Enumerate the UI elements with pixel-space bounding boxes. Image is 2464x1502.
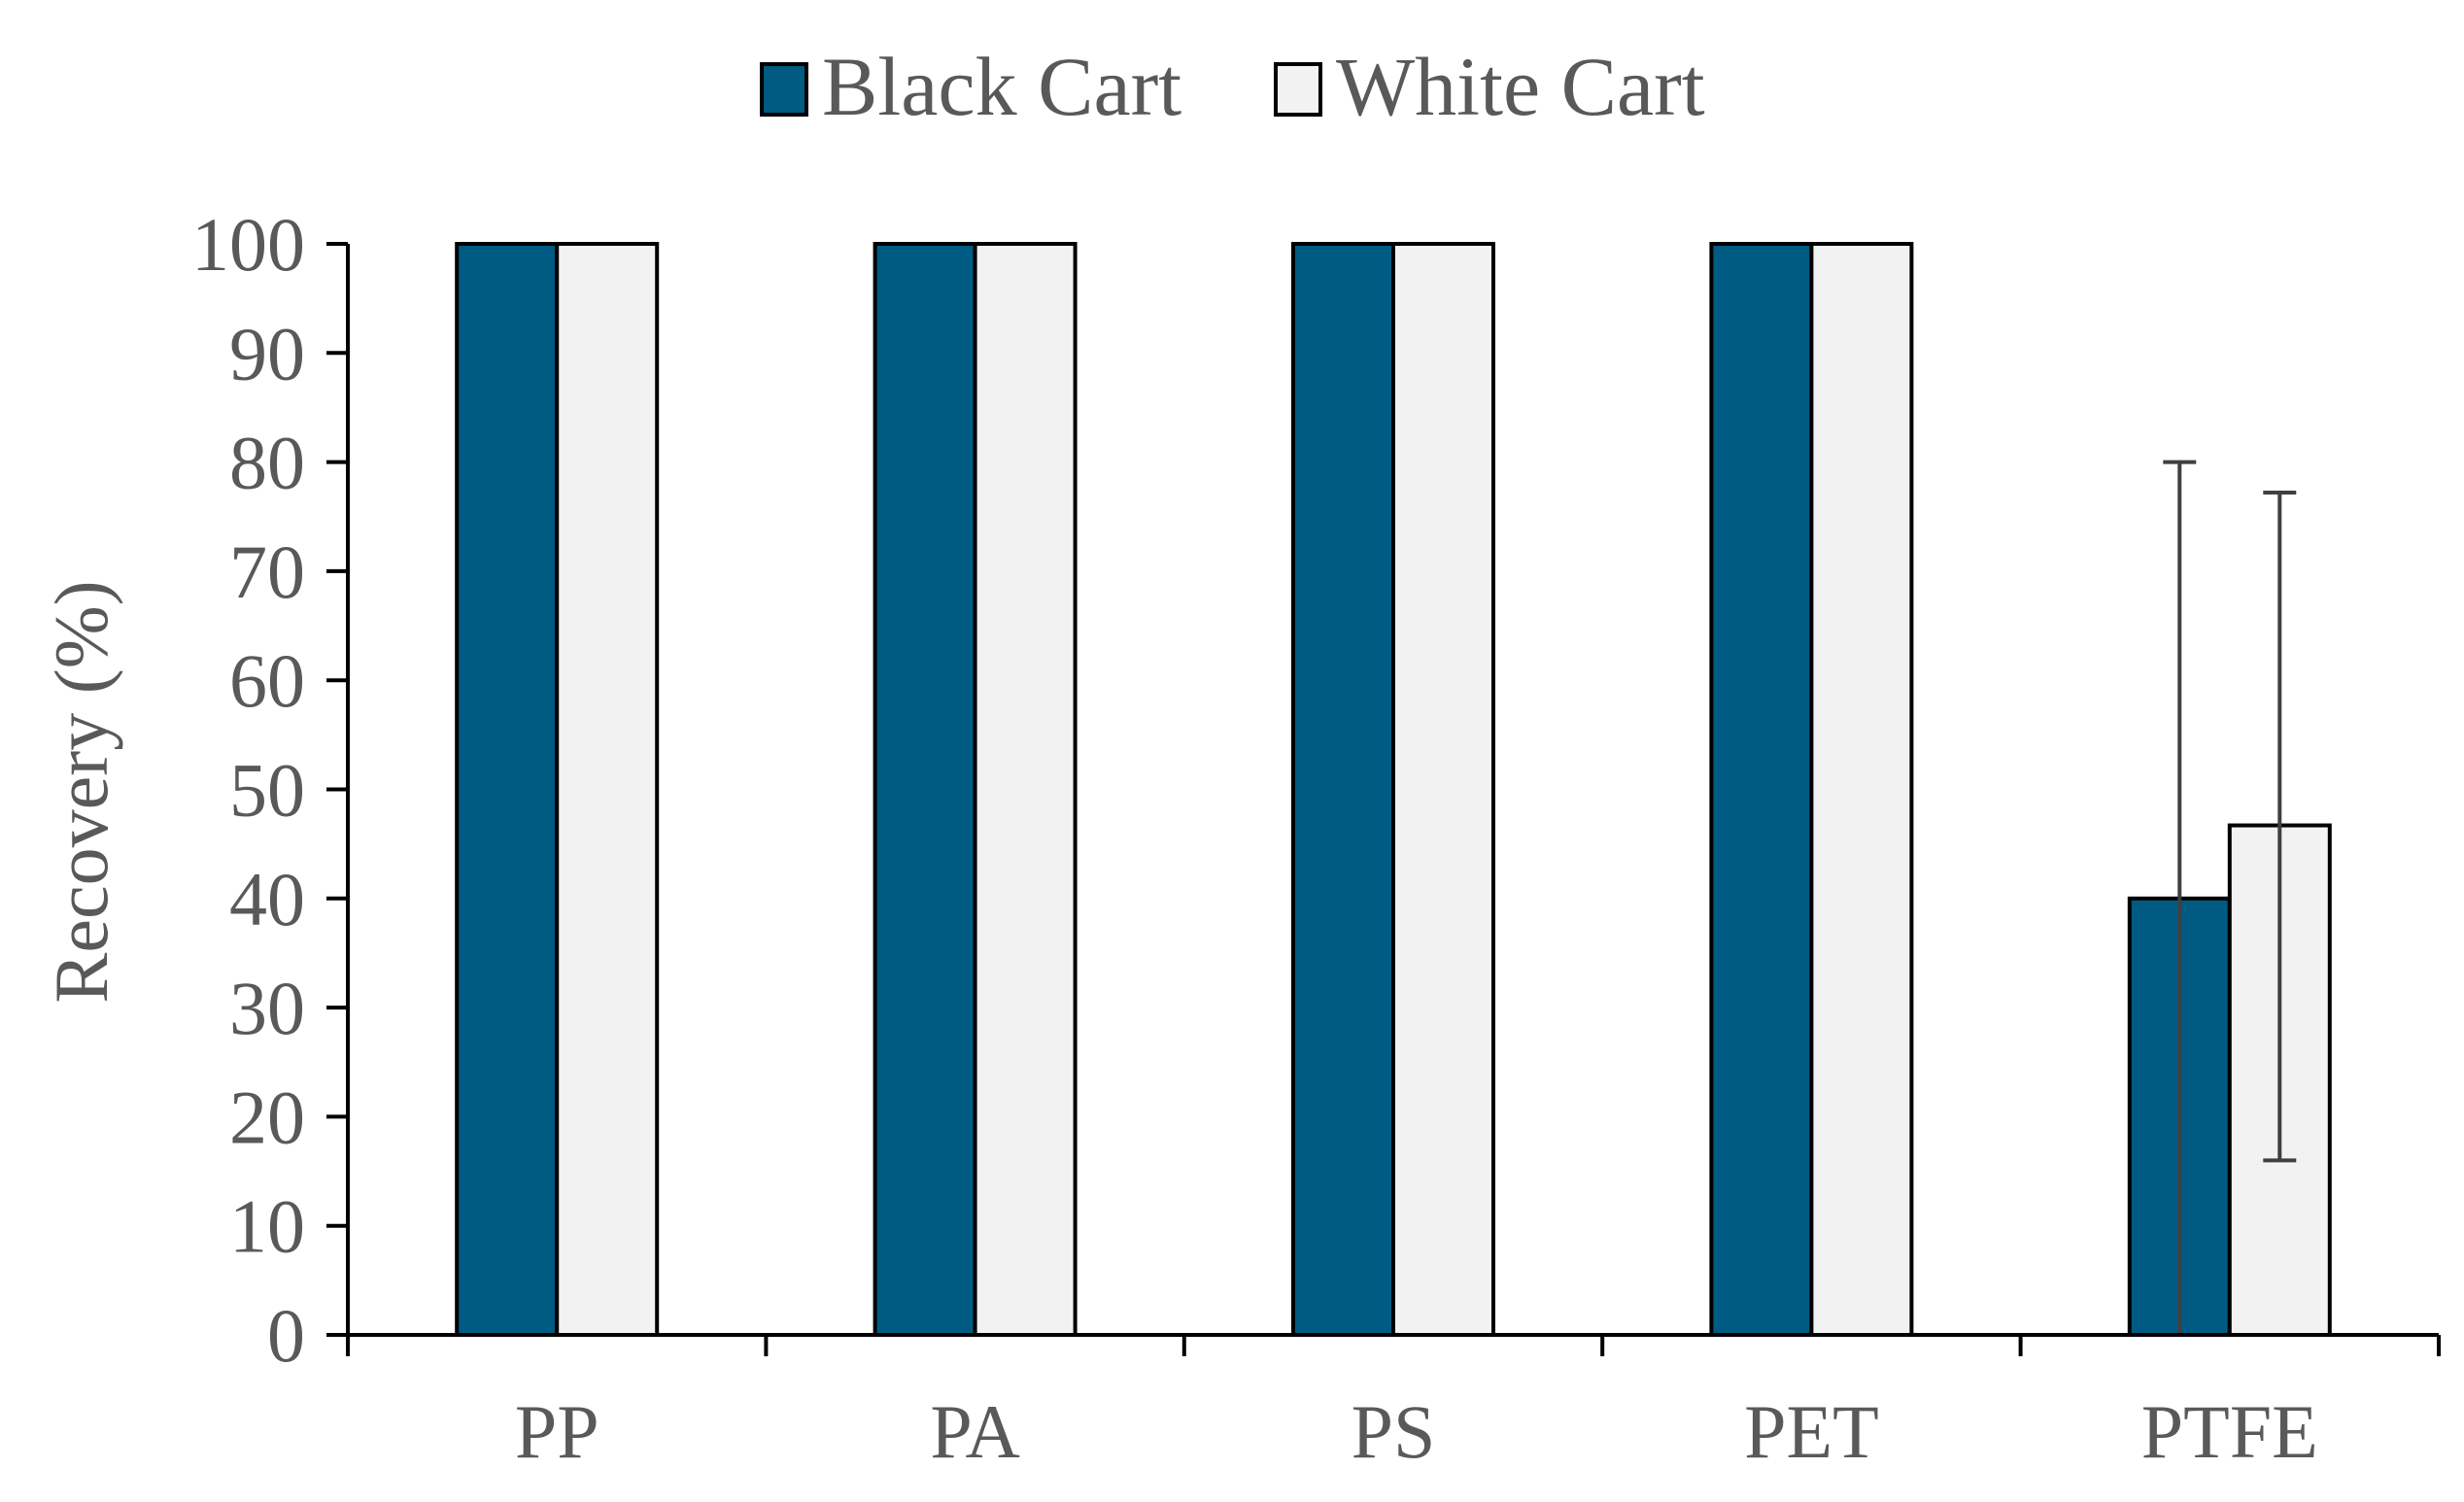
bar-black-cart-pet [1709, 242, 1814, 1337]
x-category-label: PP [515, 1389, 599, 1474]
error-bars [2163, 460, 2297, 1335]
x-category-label: PA [930, 1389, 1020, 1474]
x-category-label: PS [1352, 1389, 1436, 1474]
y-tick-label: 70 [229, 529, 305, 614]
y-tick-label: 0 [267, 1293, 305, 1378]
bar-black-cart-pa [873, 242, 977, 1337]
y-tick-label: 100 [191, 202, 305, 287]
bar-white-cart-ps [1391, 242, 1495, 1337]
legend-label: White Cart [1336, 40, 1705, 133]
y-axis-title: Recovery (%) [39, 580, 123, 1003]
bar-white-cart-pp [555, 242, 660, 1337]
y-tick-label: 80 [229, 421, 305, 505]
y-tick-label: 20 [229, 1075, 305, 1159]
bars [455, 242, 2332, 1337]
bar-white-cart-pa [973, 242, 1078, 1337]
x-axis: PP PA PS PET PTFE [346, 1333, 2441, 1474]
x-category-label: PET [1744, 1389, 1879, 1474]
legend-label: Black Cart [822, 40, 1181, 133]
y-tick-label: 60 [229, 638, 305, 723]
legend-swatch [760, 62, 808, 117]
legend: Black Cart White Cart [760, 40, 1705, 133]
y-tick-label: 50 [229, 748, 305, 833]
bar-black-cart-ps [1291, 242, 1395, 1337]
bar-black-cart-pp [455, 242, 560, 1337]
x-category-label: PTFE [2141, 1389, 2318, 1474]
bar-white-cart-pet [1809, 242, 1914, 1337]
y-tick-label: 10 [229, 1184, 305, 1269]
y-tick-label: 40 [229, 857, 305, 941]
y-tick-label: 90 [229, 311, 305, 395]
y-tick-label: 30 [229, 966, 305, 1050]
y-axis: 0 10 20 30 40 50 60 70 80 90 100 [191, 202, 350, 1378]
legend-swatch [1274, 62, 1322, 117]
